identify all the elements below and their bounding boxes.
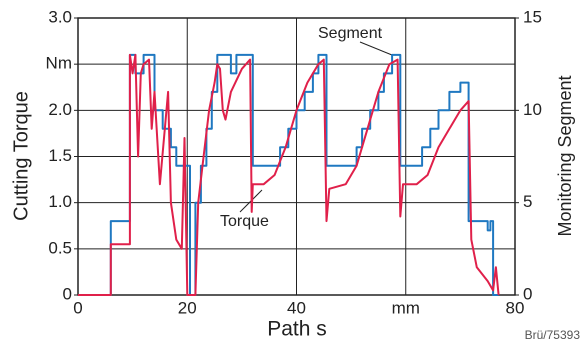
y2-tick-label: 0 (523, 284, 532, 303)
y-tick-label: 1.0 (48, 192, 72, 211)
series-line (78, 53, 499, 296)
y2-tick-label: 10 (523, 100, 542, 119)
segment-leader (359, 41, 393, 56)
y2-tick-label: 5 (523, 192, 532, 211)
x-tick-label: 80 (506, 298, 525, 317)
plot-frame (77, 17, 516, 296)
y2-axis-label: Monitoring Segment (555, 75, 575, 236)
y-tick-label: 1.5 (48, 146, 72, 165)
x-tick-label: 20 (178, 298, 197, 317)
segment-annotation: Segment (318, 25, 383, 42)
series-line (78, 53, 500, 296)
x-tick-label: mm (392, 298, 420, 317)
y2-tick-label: 15 (523, 7, 542, 26)
y-tick-label: 0.5 (48, 238, 72, 257)
x-axis-label: Path s (267, 318, 327, 341)
x-tick-label: 40 (287, 298, 306, 317)
y-tick-label: 2.0 (48, 100, 72, 119)
y-tick-label: 3.0 (48, 7, 72, 26)
reference-code: Brü/75393 (525, 328, 581, 342)
y-tick-label: Nm (46, 54, 72, 73)
torque-annotation: Torque (220, 213, 269, 230)
x-tick-label: 0 (73, 298, 82, 317)
y-axis-label: Cutting Torque (10, 91, 32, 221)
y-tick-label: 0 (63, 284, 72, 303)
